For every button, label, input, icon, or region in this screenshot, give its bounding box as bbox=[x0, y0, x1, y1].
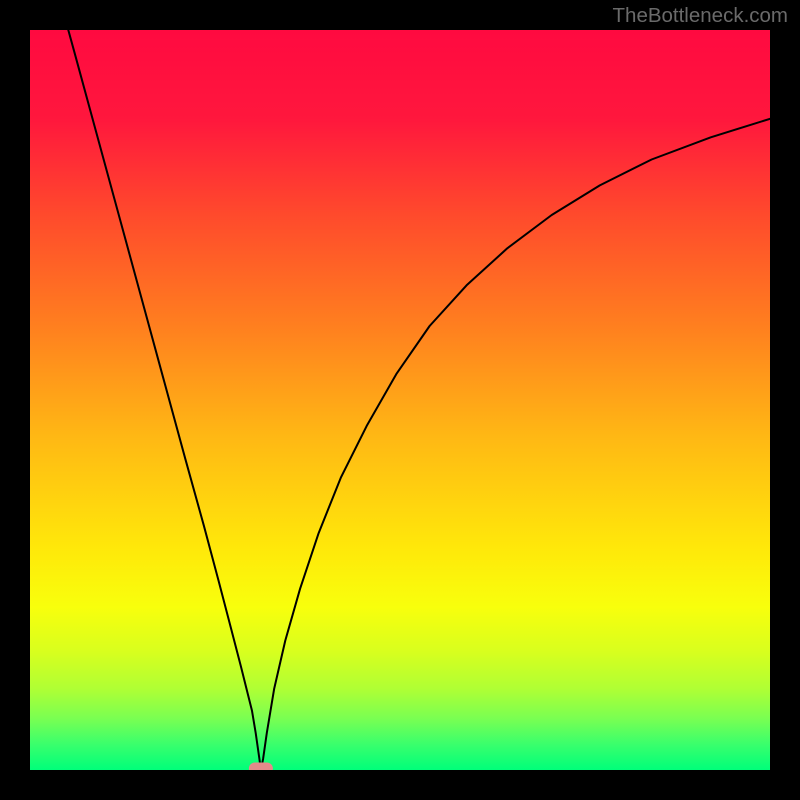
chart-svg bbox=[0, 0, 800, 800]
plot-area bbox=[30, 0, 770, 775]
watermark-text: TheBottleneck.com bbox=[613, 4, 788, 28]
chart-canvas: TheBottleneck.com bbox=[0, 0, 800, 800]
gradient-background bbox=[30, 30, 770, 770]
